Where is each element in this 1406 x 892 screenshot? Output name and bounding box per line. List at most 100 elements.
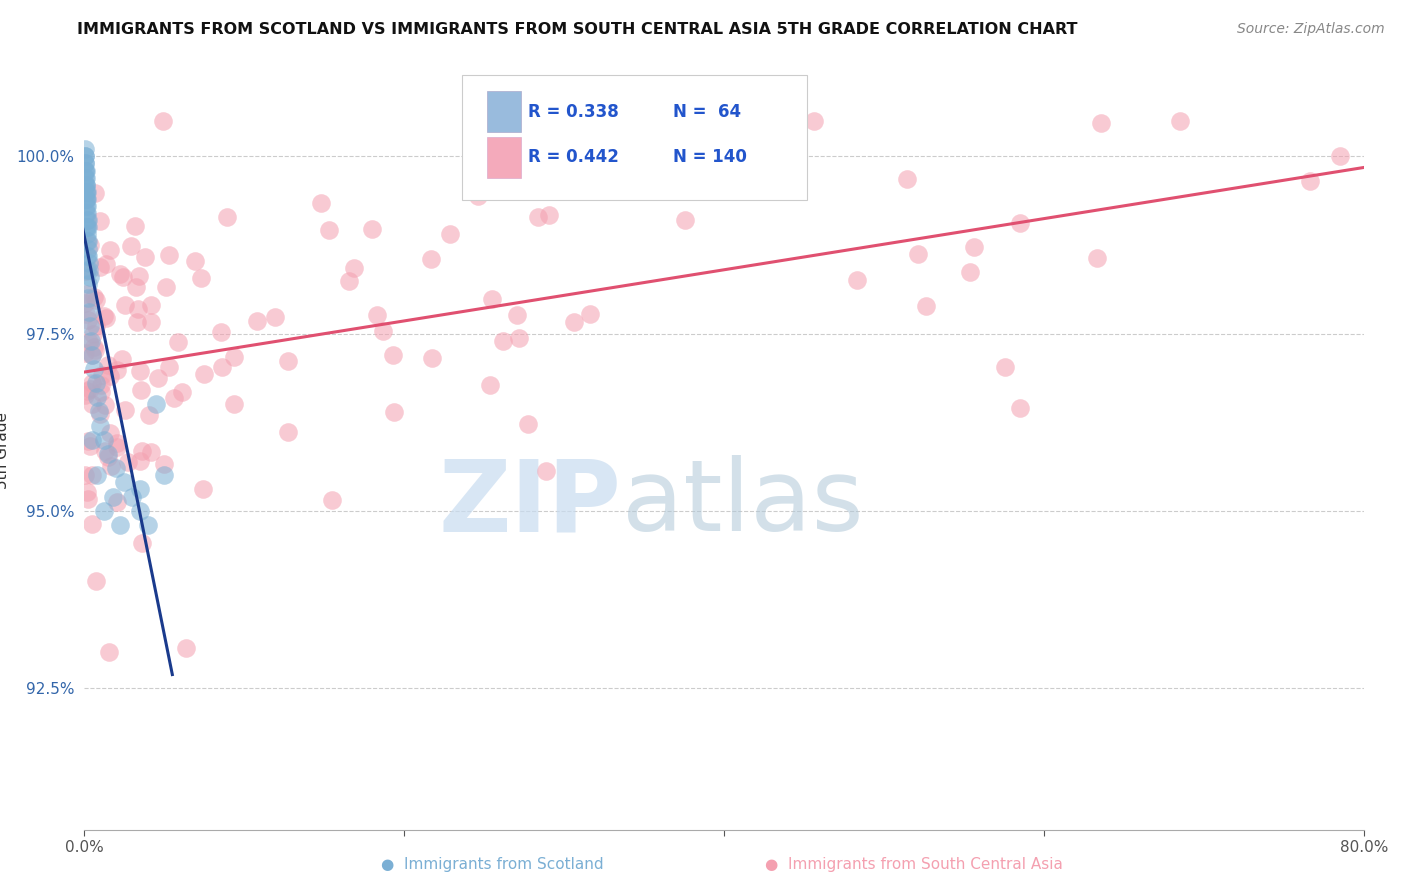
Point [91, 368, 114, 383]
Point [75, 178, 97, 192]
Point [97, 450, 120, 464]
Text: R = 0.442: R = 0.442 [529, 148, 619, 166]
Point [184, 253, 207, 268]
Text: IMMIGRANTS FROM SCOTLAND VS IMMIGRANTS FROM SOUTH CENTRAL ASIA 5TH GRADE CORRELA: IMMIGRANTS FROM SCOTLAND VS IMMIGRANTS F… [77, 22, 1078, 37]
Point [75, 220, 97, 235]
Point [76, 227, 98, 242]
Point [90, 384, 112, 399]
Point [76, 262, 98, 277]
Text: ●  Immigrants from Scotland: ● Immigrants from Scotland [381, 857, 603, 872]
Point [361, 222, 384, 236]
Point [508, 331, 530, 345]
Point [75, 185, 97, 199]
Point [80, 376, 103, 391]
Point [157, 360, 180, 375]
Point [994, 359, 1017, 374]
Point [77, 249, 100, 263]
Point [1010, 216, 1032, 230]
Point [83, 290, 105, 304]
Text: atlas: atlas [621, 455, 863, 552]
Point [76, 220, 98, 235]
Point [166, 335, 188, 350]
Point [108, 517, 131, 532]
Point [76, 199, 98, 213]
Point [108, 267, 131, 281]
Point [75, 178, 97, 192]
Point [76, 192, 98, 206]
Point [129, 364, 152, 378]
Point [117, 455, 139, 469]
Point [75, 206, 97, 220]
Point [131, 536, 153, 550]
Point [127, 315, 149, 329]
Point [80, 347, 103, 361]
Point [100, 459, 122, 474]
Point [129, 483, 152, 497]
Point [84, 186, 107, 200]
Point [97, 358, 120, 372]
Point [73, 295, 96, 310]
Point [89, 213, 111, 227]
Point [75, 163, 97, 178]
Point [172, 384, 194, 399]
Point [79, 319, 101, 334]
Point [93, 433, 115, 447]
Point [215, 210, 238, 224]
Point [76, 213, 98, 227]
Point [381, 348, 404, 362]
Point [83, 339, 105, 353]
Point [318, 223, 340, 237]
Point [84, 376, 107, 391]
Point [75, 264, 97, 278]
Point [190, 271, 212, 285]
Point [98, 368, 121, 383]
Point [96, 258, 118, 272]
Point [80, 397, 103, 411]
Point [1010, 401, 1032, 415]
Point [209, 325, 232, 339]
Point [139, 298, 162, 312]
Point [579, 307, 602, 321]
Point [277, 425, 299, 439]
Point [129, 504, 152, 518]
Point [114, 403, 136, 417]
Point [277, 353, 299, 368]
Point [98, 243, 121, 257]
Text: R = 0.338: R = 0.338 [529, 103, 619, 120]
FancyBboxPatch shape [461, 75, 807, 201]
Point [222, 397, 245, 411]
Point [959, 265, 981, 279]
Point [1299, 174, 1322, 188]
Point [138, 408, 160, 422]
Point [84, 574, 107, 588]
Point [77, 255, 100, 269]
Point [157, 248, 180, 262]
Point [75, 192, 97, 206]
Point [155, 280, 177, 294]
Point [907, 247, 929, 261]
Point [86, 390, 108, 404]
Point [77, 242, 100, 256]
Point [75, 286, 97, 301]
Point [75, 307, 97, 321]
Point [101, 490, 124, 504]
Point [75, 199, 97, 213]
Point [86, 468, 108, 483]
Point [562, 315, 585, 329]
Point [83, 362, 105, 376]
Point [73, 142, 96, 156]
Point [496, 175, 519, 189]
Point [366, 308, 388, 322]
Point [129, 384, 152, 398]
Point [76, 492, 98, 507]
Point [1329, 149, 1351, 163]
Point [517, 417, 540, 432]
Point [94, 311, 117, 326]
Point [98, 426, 121, 441]
Point [79, 382, 101, 396]
Text: N =  64: N = 64 [673, 103, 741, 120]
Point [481, 292, 503, 306]
Point [1085, 251, 1108, 265]
Point [75, 170, 97, 185]
Text: ●  Immigrants from South Central Asia: ● Immigrants from South Central Asia [765, 857, 1063, 872]
